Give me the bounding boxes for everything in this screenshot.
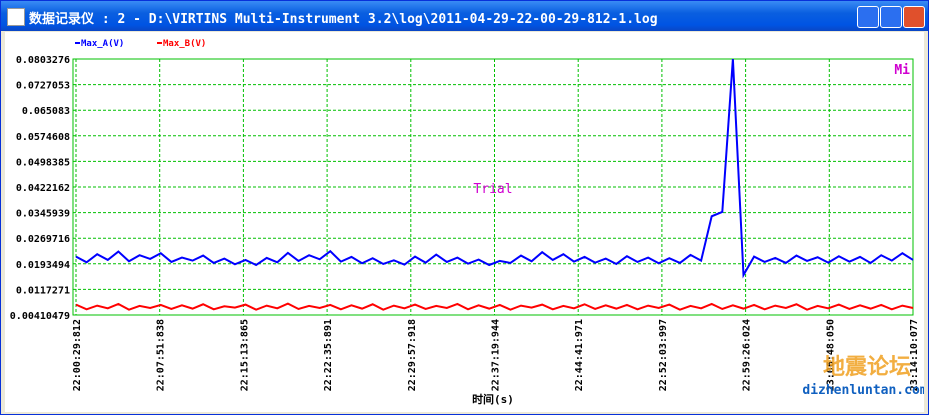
y-tick-label: 0.065083 <box>22 106 70 117</box>
y-tick-label: 0.0574608 <box>16 132 70 143</box>
watermark-url: dizhenluntan.com <box>802 383 924 398</box>
y-tick-label: 0.0422162 <box>16 183 70 194</box>
x-tick-label: 22:15:13:865 <box>239 319 250 391</box>
y-tick-label: 0.0803276 <box>16 55 70 66</box>
x-tick-label: 22:00:29:812 <box>72 319 83 391</box>
x-tick-label: 22:29:57:918 <box>407 319 418 391</box>
maximize-button[interactable] <box>880 6 902 28</box>
y-tick-label: 0.0193494 <box>16 260 70 271</box>
x-tick-label: 22:59:26:024 <box>742 319 753 391</box>
x-tick-label: 22:37:19:944 <box>491 319 502 391</box>
series-line <box>75 59 914 279</box>
window-title: 数据记录仪 : 2 - D:\VIRTINS Multi-Instrument … <box>29 12 658 27</box>
chart-background <box>5 32 924 412</box>
x-tick-label: 22:52:03:997 <box>658 319 669 391</box>
title-bar: 数据记录仪 : 2 - D:\VIRTINS Multi-Instrument … <box>1 1 928 31</box>
x-tick-label: 22:22:35:891 <box>323 319 334 391</box>
series-line <box>75 302 914 311</box>
y-tick-label: 0.0269716 <box>16 234 70 245</box>
legend-label: Max_B(V) <box>163 39 206 49</box>
y-tick-label: 0.0117271 <box>16 285 70 296</box>
watermark-cn: 地震论坛 <box>823 354 911 380</box>
minimize-button[interactable] <box>857 6 879 28</box>
y-tick-label: 0.00410479 <box>10 311 70 322</box>
y-tick-label: 0.0498385 <box>16 157 70 168</box>
x-tick-label: 22:07:51:838 <box>156 319 167 391</box>
y-tick-label: 0.0727053 <box>16 81 70 92</box>
x-tick-label: 23:14:10:077 <box>909 319 920 391</box>
chart: 0.00410479 0.0117271 0.0193494 0.0269716 0.0… <box>5 32 924 412</box>
close-button[interactable] <box>903 6 925 28</box>
x-axis-label: 时间(s) <box>472 392 514 406</box>
annotation: Trial <box>473 182 512 197</box>
corner-label: Mi <box>894 63 910 78</box>
y-tick-label: 0.0345939 <box>16 209 70 220</box>
legend-label: Max_A(V) <box>81 39 124 49</box>
x-tick-label: 22:44:41:971 <box>574 319 585 391</box>
x-tick-label: 23:06:48:050 <box>825 319 836 391</box>
app-icon <box>7 8 25 26</box>
